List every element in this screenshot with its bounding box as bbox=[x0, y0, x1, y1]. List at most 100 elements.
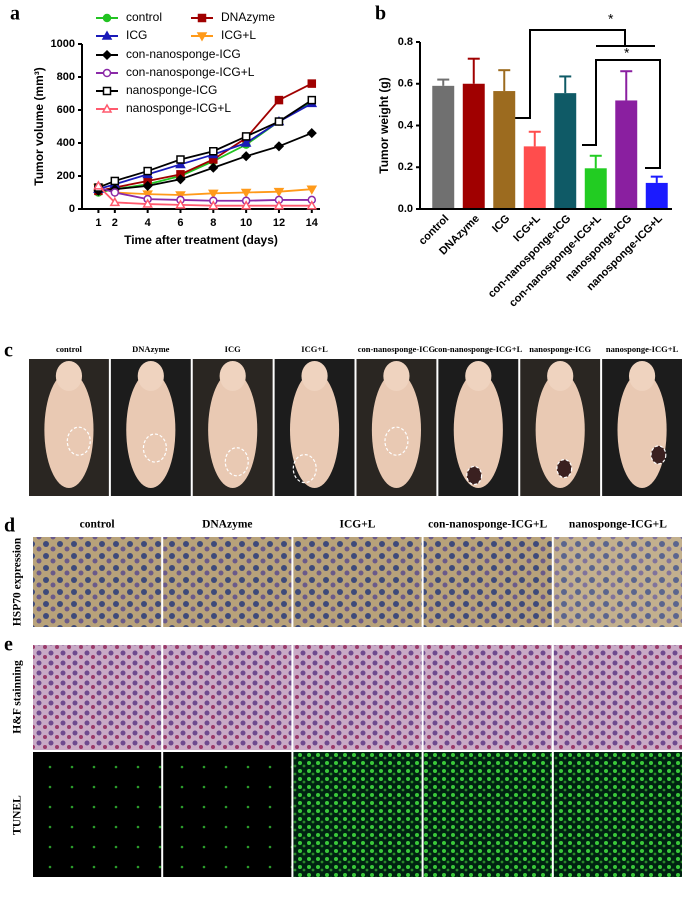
legend-label: nanosponge-ICG+L bbox=[126, 101, 231, 115]
significance-brackets bbox=[512, 29, 661, 169]
marker bbox=[307, 95, 317, 105]
series-line bbox=[97, 185, 312, 207]
photo-label: nanosponge-ICG+L bbox=[606, 344, 679, 354]
legend-label: control bbox=[126, 10, 162, 24]
y-tick-label: 200 bbox=[57, 170, 75, 182]
marker bbox=[109, 196, 121, 207]
photo-label: con-nanosponge-ICG bbox=[358, 344, 436, 354]
legend-label: nanosponge-ICG bbox=[126, 83, 217, 97]
bar bbox=[493, 91, 516, 209]
micrograph bbox=[423, 752, 552, 877]
marker bbox=[102, 86, 112, 96]
micrograph bbox=[163, 537, 292, 627]
y-tick-label: 800 bbox=[57, 71, 75, 83]
photo-label: DNAzyme bbox=[132, 344, 170, 354]
marker bbox=[274, 95, 284, 105]
bar bbox=[554, 93, 577, 209]
x-tick-label: 14 bbox=[306, 217, 319, 229]
column-label: ICG+L bbox=[340, 519, 376, 531]
marker bbox=[208, 189, 219, 199]
tumor-outline bbox=[556, 459, 573, 479]
panel-label: c bbox=[4, 340, 13, 362]
micrograph bbox=[423, 537, 552, 627]
y-tick-label: 0.0 bbox=[398, 203, 413, 215]
micrograph bbox=[293, 752, 422, 877]
column-label: nanosponge-ICG+L bbox=[569, 519, 667, 531]
row-label: HSP70 expression bbox=[12, 537, 24, 626]
y-tick-label: 0.2 bbox=[398, 161, 413, 173]
photo-label: nanosponge-ICG bbox=[529, 344, 591, 354]
series-line bbox=[98, 186, 312, 202]
marker bbox=[306, 185, 318, 195]
tumor-outline bbox=[292, 454, 317, 484]
y-tick-label: 400 bbox=[57, 137, 75, 149]
tumor-outline bbox=[384, 426, 409, 456]
tumor-outline bbox=[224, 447, 249, 477]
column-label: con-nanosponge-ICG+L bbox=[428, 519, 547, 531]
bar bbox=[523, 146, 546, 209]
x-tick-label: 12 bbox=[273, 217, 285, 229]
marker bbox=[208, 162, 219, 173]
mouse bbox=[453, 372, 503, 488]
marker bbox=[102, 13, 112, 23]
marker bbox=[241, 132, 251, 141]
photo-label: control bbox=[56, 344, 82, 354]
tumor-outline bbox=[142, 433, 167, 463]
y-tick-label: 0.8 bbox=[398, 36, 413, 48]
marker bbox=[175, 174, 186, 185]
marker bbox=[175, 191, 186, 201]
legend-label: con-nanosponge-ICG+L bbox=[126, 65, 255, 79]
y-tick-label: 1000 bbox=[51, 38, 75, 50]
bar bbox=[432, 85, 455, 209]
y-axis-title: Tumor weight (g) bbox=[377, 77, 391, 173]
column-label: DNAzyme bbox=[202, 519, 252, 531]
mouse bbox=[208, 372, 258, 488]
marker bbox=[197, 13, 207, 23]
micrograph bbox=[553, 537, 682, 627]
y-tick-label: 0 bbox=[69, 203, 75, 215]
x-tick-label: 1 bbox=[95, 217, 101, 229]
bar bbox=[462, 83, 485, 209]
x-axis-title: Time after treatment (days) bbox=[124, 233, 278, 247]
row-label: H&F stainning bbox=[12, 660, 24, 734]
micrograph bbox=[423, 645, 552, 750]
y-tick-label: 0.6 bbox=[398, 78, 413, 90]
series-line bbox=[98, 132, 313, 192]
marker bbox=[196, 32, 208, 42]
marker bbox=[240, 200, 252, 210]
marker bbox=[274, 117, 284, 126]
micrograph bbox=[163, 752, 292, 877]
panel-label: b bbox=[375, 3, 386, 25]
mouse-head bbox=[219, 361, 246, 391]
mouse bbox=[44, 372, 94, 488]
marker bbox=[273, 200, 285, 210]
marker bbox=[306, 128, 317, 139]
marker bbox=[143, 166, 152, 176]
marker bbox=[110, 176, 120, 186]
tumor-outline bbox=[66, 426, 91, 456]
bar bbox=[615, 100, 638, 209]
x-tick-label: 10 bbox=[240, 217, 252, 229]
series-line bbox=[98, 102, 313, 191]
panel-label: d bbox=[4, 515, 15, 537]
significance: * bbox=[608, 11, 614, 27]
column-label: control bbox=[80, 519, 115, 531]
legend-label: DNAzyme bbox=[221, 10, 275, 24]
photo-label: ICG bbox=[225, 344, 241, 354]
micrograph bbox=[33, 645, 162, 750]
micrograph bbox=[33, 537, 162, 627]
marker bbox=[101, 30, 113, 40]
legend-label: con-nanosponge-ICG bbox=[126, 47, 241, 61]
y-tick-label: 600 bbox=[57, 104, 75, 116]
marker bbox=[307, 79, 317, 88]
micrograph bbox=[553, 752, 682, 877]
x-tick-label: ICG bbox=[490, 213, 512, 235]
mouse bbox=[535, 372, 585, 488]
y-axis-title: Tumor volume (mm³) bbox=[32, 67, 46, 185]
panel-label: a bbox=[10, 3, 20, 25]
photo-label: con-nanosponge-ICG+L bbox=[434, 344, 522, 354]
tumor-outline bbox=[466, 465, 483, 486]
mouse bbox=[290, 372, 340, 488]
series-line bbox=[98, 99, 313, 189]
